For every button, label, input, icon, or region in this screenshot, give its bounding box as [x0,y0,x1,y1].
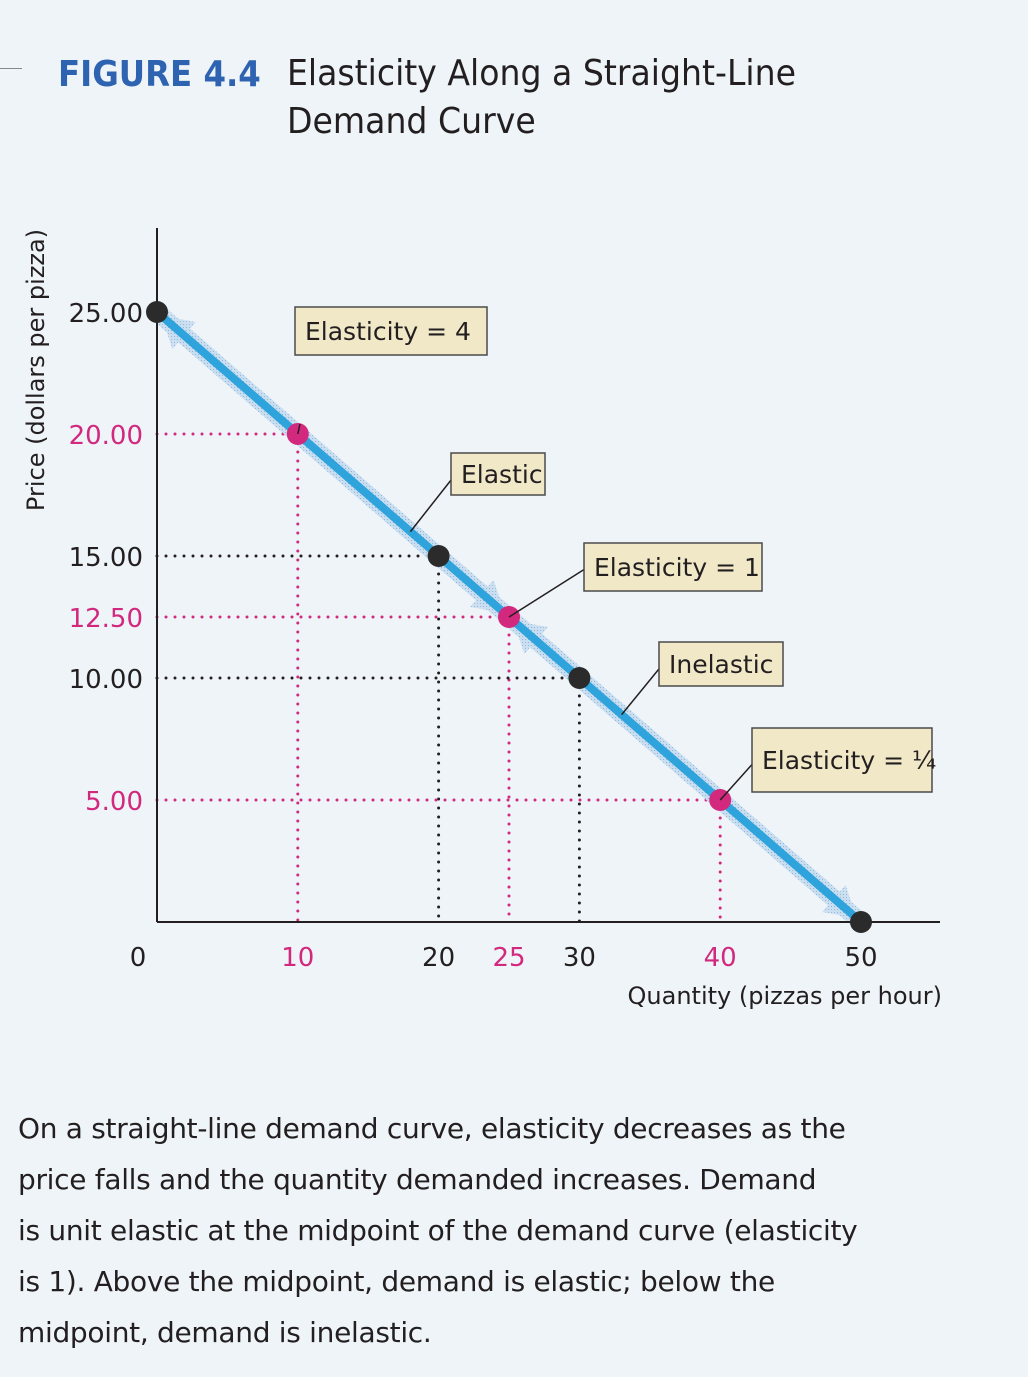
figure-header: FIGURE 4.4 Elasticity Along a Straight-L… [58,50,907,146]
callout-box [450,452,546,496]
data-point [568,667,591,689]
figure-label: FIGURE 4.4 [58,54,261,95]
y-tick-labels: 25.00 20.00 15.00 12.50 10.00 5.00 [69,299,143,817]
data-point [850,911,872,933]
callout-box [294,306,488,356]
x-tick-label: 50 [844,943,877,973]
x-tick-labels: 0 10 20 25 30 40 50 [130,943,878,973]
figure-caption: On a straight-line demand curve, elastic… [18,1103,978,1358]
data-point [427,545,450,567]
y-tick-label: 25.00 [69,299,143,329]
caption-line: is 1). Above the midpoint, demand is ela… [18,1265,775,1298]
callout-box [658,641,784,687]
callout-label: Elastic [461,460,543,489]
figure-title: Elasticity Along a Straight-Line Demand … [287,50,857,146]
callout-label: Elasticity = 1 [594,553,760,582]
y-tick-label: 5.00 [85,787,143,817]
caption-line: On a straight-line demand curve, elastic… [18,1112,846,1145]
x-tick-label: 0 [130,943,147,973]
callout-label: Elasticity = 4 [305,317,471,346]
annotations: Elasticity = 4 Elastic Elasticity = 1 Inela… [294,306,936,801]
callout-box [751,727,933,793]
callout-box [583,542,763,592]
callout-leader [719,759,757,801]
guide-lines [155,432,722,924]
data-point [146,301,168,323]
y-tick-label: 12.50 [69,604,143,634]
x-tick-label: 10 [281,943,314,973]
demand-chart: 0 10 20 25 30 40 50 25.00 20.00 15.00 12.50 10.00 5… [22,228,942,1010]
callout-leader [621,663,664,716]
y-tick-label: 15.00 [69,543,143,573]
figure-title-line1: Elasticity Along a Straight-Line [287,53,797,94]
margin-mark [0,68,22,69]
x-axis-label: Quantity (pizzas per hour) [628,982,942,1010]
callout-leader [409,474,456,533]
callout-label: Inelastic [669,650,773,679]
x-tick-label: 25 [492,943,525,973]
callout-leader [297,423,301,435]
x-tick-label: 40 [704,943,737,973]
caption-line: price falls and the quantity demanded in… [18,1163,817,1196]
data-points [146,301,872,933]
figure-title-line2: Demand Curve [287,101,537,142]
caption-line: midpoint, demand is inelastic. [18,1316,432,1349]
axes [156,228,940,923]
x-tick-label: 30 [563,943,596,973]
y-tick-label: 10.00 [69,665,143,695]
caption-line: is unit elastic at the midpoint of the d… [18,1214,858,1247]
y-tick-label: 20.00 [69,421,143,451]
x-tick-label: 20 [422,943,455,973]
callout-leader [508,566,589,618]
y-axis-label: Price (dollars per pizza) [22,229,50,511]
callout-label: Elasticity = ¼ [762,746,936,775]
